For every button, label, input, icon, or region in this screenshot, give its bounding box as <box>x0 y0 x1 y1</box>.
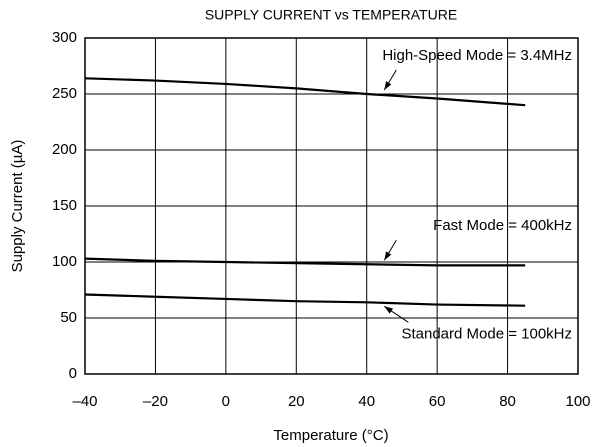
arrow-head <box>384 251 392 261</box>
series-line <box>84 293 526 307</box>
x-tick-label: 20 <box>288 393 305 410</box>
y-tick-label: 250 <box>52 85 77 102</box>
legend-label: Fast Mode = 400kHz <box>433 217 572 234</box>
series-line <box>84 257 526 267</box>
x-axis-label: Temperature (°C) <box>273 427 388 444</box>
arrow-head <box>384 306 394 314</box>
y-tick-label: 300 <box>52 29 77 46</box>
y-tick-label: 100 <box>52 253 77 270</box>
y-tick-label: 50 <box>60 309 77 326</box>
y-tick-label: 200 <box>52 141 77 158</box>
series-line <box>84 77 526 107</box>
x-tick-label: 80 <box>499 393 516 410</box>
x-tick-label: 0 <box>222 393 230 410</box>
plot-frame <box>84 37 579 375</box>
y-tick-label: 150 <box>52 197 77 214</box>
x-tick-label: –40 <box>72 393 97 410</box>
chart-title: SUPPLY CURRENT vs TEMPERATURE <box>205 7 457 23</box>
x-tick-label: –20 <box>143 393 168 410</box>
legend-label: Standard Mode = 100kHz <box>401 325 572 342</box>
x-tick-label: 40 <box>358 393 375 410</box>
x-tick-label: 60 <box>429 393 446 410</box>
y-axis-label: Supply Current (µA) <box>9 140 26 273</box>
x-tick-label: 100 <box>565 393 590 410</box>
arrow-head <box>384 81 392 90</box>
y-tick-label: 0 <box>69 365 77 382</box>
legend-label: High-Speed Mode = 3.4MHz <box>382 47 572 64</box>
